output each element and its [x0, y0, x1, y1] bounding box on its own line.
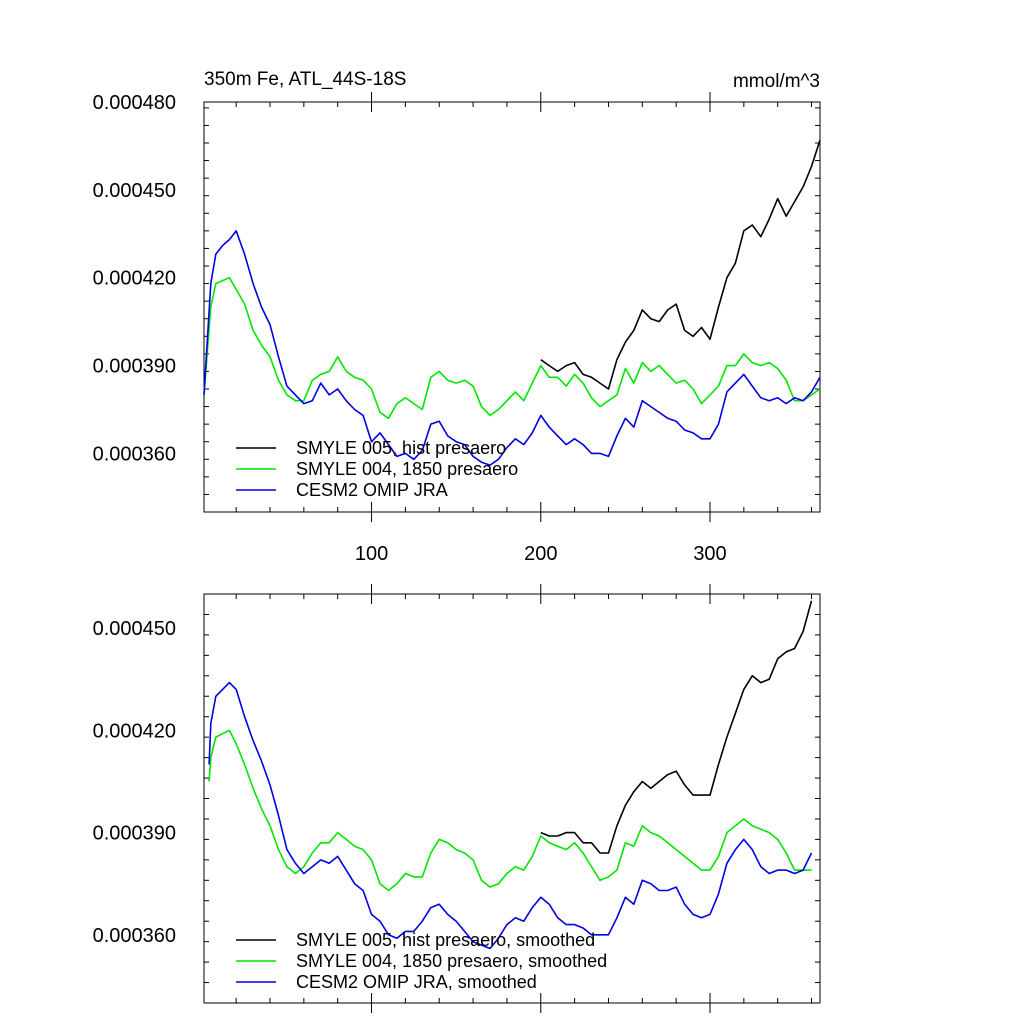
bottom-legend-label-0: SMYLE 005, hist presaero, smoothed	[296, 930, 595, 950]
bottom-y-tick-label: 0.000450	[93, 618, 176, 640]
top-legend-label-1: SMYLE 004, 1850 presaero	[296, 459, 518, 479]
top-series-line-2	[203, 230, 821, 466]
bottom-y-tick-label: 0.000420	[93, 720, 176, 742]
top-series-line-1	[203, 276, 821, 420]
top-x-tick-label: 300	[693, 543, 726, 565]
top-y-tick-label: 0.000450	[93, 180, 176, 202]
bottom-panel-marks: 0.000360 0.000390 0.000420 0.000450 SMYLE 00…	[93, 584, 821, 1013]
bottom-y-tick-label: 0.000360	[93, 925, 176, 947]
bottom-legend-label-2: CESM2 OMIP JRA, smoothed	[296, 972, 537, 992]
top-panel-title: 350m Fe, ATL_44S-18S	[204, 69, 406, 90]
top-y-tick-label: 0.000360	[93, 443, 176, 465]
top-x-tick-label: 200	[524, 543, 557, 565]
top-y-tick-label: 0.000480	[93, 92, 176, 114]
bottom-y-tick-label: 0.000390	[93, 823, 176, 845]
top-y-tick-label: 0.000390	[93, 356, 176, 378]
bottom-series-line-1	[208, 729, 812, 892]
top-legend-label-0: SMYLE 005, hist presaero	[296, 438, 506, 458]
top-x-tick-label: 100	[355, 543, 388, 565]
top-legend-label-2: CESM2 OMIP JRA	[296, 480, 448, 500]
top-panel: 350m Fe, ATL_44S-18S mmol/m^3 100 200 300 0…	[93, 69, 821, 565]
top-y-tick-label: 0.000420	[93, 268, 176, 290]
top-series-line-0	[540, 139, 821, 390]
top-panel-units: mmol/m^3	[733, 71, 820, 92]
top-plot-frame	[203, 101, 821, 513]
bottom-series-line-0	[540, 600, 813, 854]
bottom-series-line-2	[208, 681, 813, 950]
bottom-legend-label-1: SMYLE 004, 1850 presaero, smoothed	[296, 951, 607, 971]
bottom-panel: 0.000360 0.000390 0.000420 0.000450 SMYLE 00…	[93, 584, 821, 1013]
top-panel-marks: 100 200 300 0.000360 0.000390 0.000420 0.00045…	[93, 92, 821, 565]
